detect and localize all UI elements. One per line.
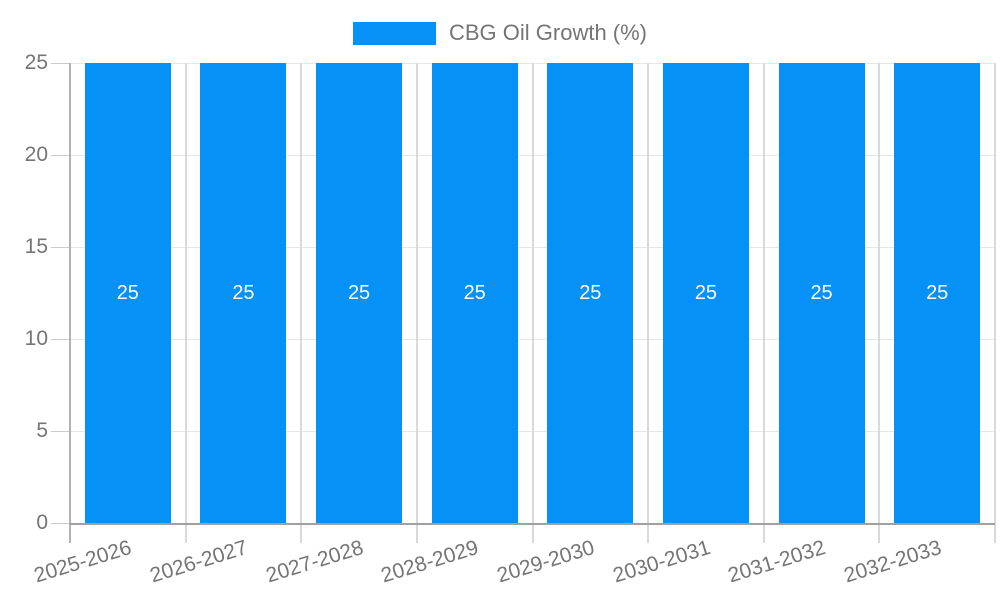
- x-gridline: [762, 63, 765, 523]
- y-axis-line: [69, 63, 71, 523]
- bar[interactable]: 25: [316, 63, 403, 523]
- x-gridline: [994, 63, 996, 523]
- x-axis-line: [70, 523, 995, 525]
- y-axis-tick: [51, 246, 69, 248]
- x-axis-tick: [878, 523, 881, 543]
- bar[interactable]: 25: [200, 63, 287, 523]
- bar[interactable]: 25: [894, 63, 981, 523]
- y-axis-tick: [51, 62, 69, 64]
- bar-value-label: 25: [579, 281, 602, 304]
- x-axis-category-label: 2030-2031: [609, 536, 713, 588]
- y-axis-tick-label: 0: [36, 511, 48, 534]
- x-axis-tick: [762, 523, 765, 543]
- x-gridline: [647, 63, 650, 523]
- bar[interactable]: 25: [662, 63, 749, 523]
- x-gridline: [415, 63, 418, 523]
- x-axis-category-label: 2032-2033: [841, 536, 944, 588]
- x-axis-tick: [184, 523, 187, 543]
- x-axis-tick: [415, 523, 418, 543]
- x-axis-tick: [531, 523, 534, 543]
- x-axis-tick: [300, 523, 303, 543]
- bar[interactable]: 25: [547, 63, 634, 523]
- x-axis-tick: [994, 523, 996, 543]
- x-gridline: [878, 63, 881, 523]
- y-axis-tick-label: 10: [24, 327, 48, 350]
- bar-value-label: 25: [116, 281, 139, 304]
- x-axis-category-label: 2031-2032: [725, 536, 829, 588]
- bar-value-label: 25: [347, 281, 371, 304]
- bar-value-label: 25: [232, 281, 255, 304]
- legend-label: CBG Oil Growth (%): [448, 20, 648, 45]
- y-axis-tick-label: 15: [24, 235, 48, 258]
- y-axis-tick: [51, 430, 69, 432]
- x-gridline: [184, 63, 187, 523]
- bar[interactable]: 25: [778, 63, 865, 523]
- x-axis-category-label: 2028-2029: [378, 536, 482, 588]
- y-axis-tick: [51, 338, 69, 340]
- bar-value-label: 25: [463, 281, 486, 304]
- x-axis-category-label: 2025-2026: [31, 536, 135, 588]
- legend-swatch-icon: [352, 21, 436, 45]
- plot-area: 25 25 25 25 25 25 25 25: [69, 62, 996, 524]
- y-axis-tick-label: 5: [36, 419, 48, 442]
- bar[interactable]: 25: [431, 63, 518, 523]
- x-axis-category-label: 2029-2030: [494, 536, 598, 588]
- bar-value-label: 25: [810, 281, 833, 304]
- legend: CBG Oil Growth (%): [0, 20, 1000, 46]
- bar-value-label: 25: [926, 281, 949, 304]
- y-axis-tick: [51, 522, 69, 524]
- x-axis-category-label: 2027-2028: [263, 536, 366, 588]
- x-axis-tick: [647, 523, 650, 543]
- y-axis-tick-label: 25: [24, 51, 48, 74]
- x-gridline: [531, 63, 534, 523]
- legend-item-cbg-oil-growth[interactable]: CBG Oil Growth (%): [352, 20, 648, 46]
- y-axis-tick: [51, 154, 69, 156]
- bar-value-label: 25: [694, 281, 718, 304]
- bar[interactable]: 25: [84, 63, 171, 523]
- y-axis-tick-label: 20: [24, 143, 48, 166]
- x-axis-tick: [69, 523, 71, 543]
- x-axis-category-label: 2026-2027: [147, 536, 251, 588]
- x-gridline: [300, 63, 303, 523]
